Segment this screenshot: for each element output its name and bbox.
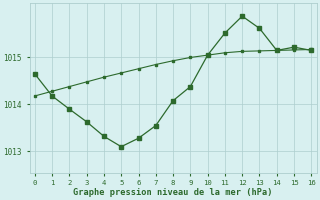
X-axis label: Graphe pression niveau de la mer (hPa): Graphe pression niveau de la mer (hPa)	[73, 188, 273, 197]
